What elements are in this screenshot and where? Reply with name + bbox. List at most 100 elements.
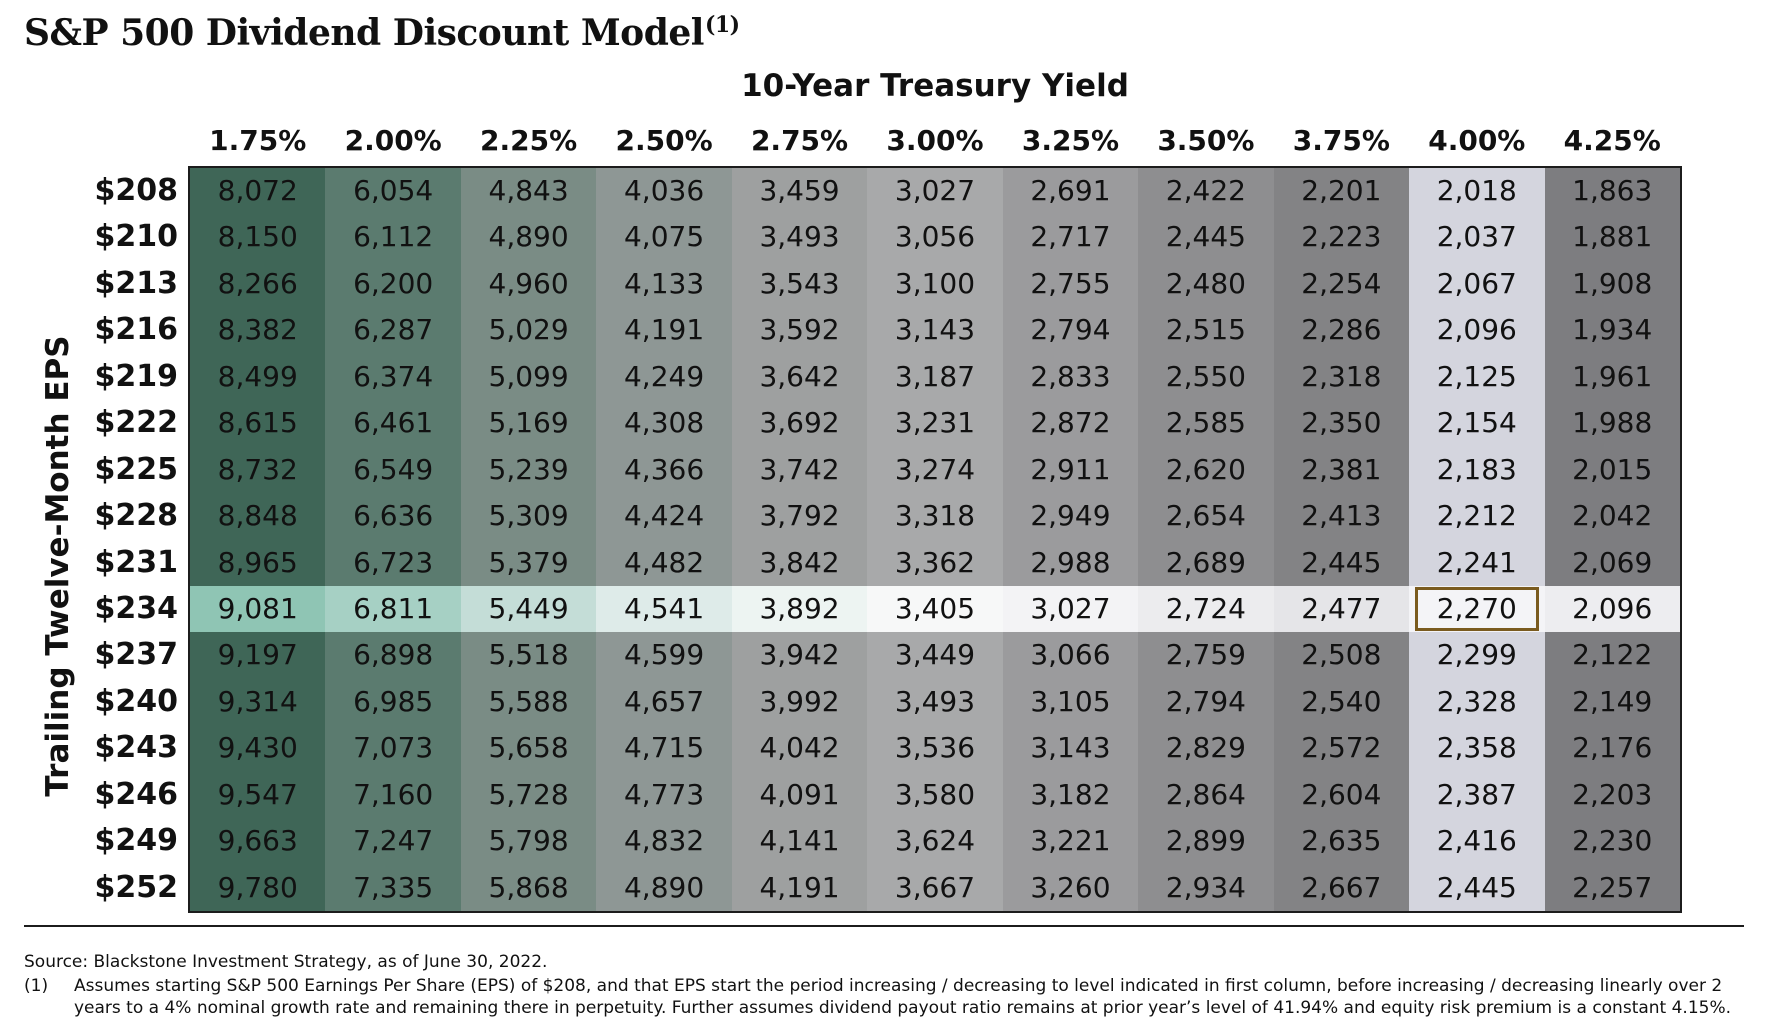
- table-cell: 2,154: [1409, 400, 1545, 447]
- table-cell: 2,724: [1138, 585, 1274, 633]
- table-cell: 2,069: [1544, 539, 1680, 586]
- table-cell: 5,588: [460, 678, 597, 726]
- table-cell: 3,536: [867, 725, 1003, 772]
- table-cell: 1,961: [1544, 353, 1680, 401]
- table-cell: 7,335: [325, 864, 461, 911]
- page-title: S&P 500 Dividend Discount Model(1): [24, 12, 740, 54]
- table-cell: 2,794: [1138, 678, 1274, 726]
- table-cell: 3,892: [731, 585, 868, 633]
- table-cell: 2,149: [1544, 678, 1680, 726]
- column-header: 2.00%: [344, 124, 442, 157]
- table-cell: 3,742: [731, 446, 868, 494]
- footnote-marker: (1): [24, 976, 49, 996]
- row-header: $210: [94, 219, 179, 255]
- table-cell: 3,027: [867, 168, 1003, 215]
- table-cell: 3,449: [867, 632, 1003, 679]
- column-header: 3.75%: [1292, 124, 1390, 157]
- table-cell: 8,150: [190, 214, 326, 261]
- table-cell: 2,381: [1273, 446, 1410, 494]
- table-cell: 3,842: [731, 539, 868, 586]
- table-cell: 2,445: [1409, 864, 1545, 911]
- table-cell: 8,072: [190, 168, 326, 215]
- table-cell: 6,461: [325, 400, 461, 447]
- table-cell: 2,988: [1002, 539, 1139, 586]
- row-header: $249: [94, 823, 179, 859]
- table-cell: 2,037: [1409, 214, 1545, 261]
- table-cell: 2,872: [1002, 400, 1139, 447]
- table-cell: 1,908: [1544, 260, 1680, 308]
- row-header: $219: [94, 358, 179, 394]
- table-cell: 2,445: [1138, 214, 1274, 261]
- column-header: 1.75%: [209, 124, 307, 157]
- table-cell: 3,221: [1002, 818, 1139, 865]
- table-cell: 3,405: [867, 585, 1003, 633]
- table-cell: 5,099: [460, 353, 597, 401]
- table-cell: 2,254: [1273, 260, 1410, 308]
- row-headers: $208 $210 $213 $216 $219 $222 $225 $228 $231 $234…: [70, 168, 182, 911]
- table-cell: 2,203: [1544, 771, 1680, 819]
- table-cell: 5,868: [460, 864, 597, 911]
- table-cell: 6,811: [325, 585, 461, 633]
- table-cell: 2,067: [1409, 260, 1545, 308]
- column-header: 4.00%: [1428, 124, 1526, 157]
- table-cell: 1,863: [1544, 168, 1680, 215]
- table-cell: 9,780: [190, 864, 326, 911]
- table-cell: 2,183: [1409, 446, 1545, 494]
- table-cell: 3,493: [867, 678, 1003, 726]
- table-cell: 2,477: [1273, 585, 1410, 633]
- table-cell: 2,445: [1273, 539, 1410, 586]
- table-cell: 4,657: [596, 678, 732, 726]
- table-cell: 4,308: [596, 400, 732, 447]
- table-cell: 2,122: [1544, 632, 1680, 679]
- table-cell: 4,091: [731, 771, 868, 819]
- table-cell: 3,459: [731, 168, 868, 215]
- table-cell: 9,197: [190, 632, 326, 679]
- table-cell: 6,636: [325, 493, 461, 540]
- row-header: $208: [94, 173, 179, 208]
- table-cell: 3,362: [867, 539, 1003, 586]
- table-cell: 4,541: [596, 585, 732, 633]
- table-cell: 4,482: [596, 539, 732, 586]
- table-cell: 8,732: [190, 446, 326, 494]
- table-cell: 5,309: [460, 493, 597, 540]
- table-cell: 3,274: [867, 446, 1003, 494]
- table-cell: 8,615: [190, 400, 326, 447]
- column-header: 2.75%: [750, 124, 849, 157]
- table-cell: 4,715: [596, 725, 732, 772]
- table-cell: 2,042: [1544, 493, 1680, 540]
- table-cell: 4,036: [596, 168, 732, 215]
- table-cell: 2,416: [1409, 818, 1545, 865]
- table-cell: 2,794: [1002, 307, 1139, 354]
- table-cell: 2,223: [1273, 214, 1410, 261]
- table-cell: 3,642: [731, 353, 868, 401]
- table-cell: 6,112: [325, 214, 461, 261]
- table-cell: 3,667: [867, 864, 1003, 911]
- table-cell: 2,328: [1409, 678, 1545, 726]
- row-header: $240: [94, 683, 179, 719]
- table-cell: 3,493: [731, 214, 868, 261]
- table-cell: 2,829: [1138, 725, 1274, 772]
- row-header: $228: [94, 498, 179, 534]
- table-cell: 3,543: [731, 260, 868, 308]
- table-cell: 2,620: [1138, 446, 1274, 494]
- table-cell: 4,832: [596, 818, 732, 865]
- table-cell: 5,029: [460, 307, 597, 354]
- row-header: $213: [94, 265, 179, 301]
- table-cell: 4,191: [596, 307, 732, 354]
- table-cell: 2,257: [1544, 864, 1680, 911]
- table-cell: 2,654: [1138, 493, 1274, 540]
- table-cell: 3,624: [867, 818, 1003, 865]
- row-header: $222: [94, 405, 179, 441]
- table-cell: 2,096: [1544, 585, 1680, 633]
- table-cell: 2,350: [1273, 400, 1410, 447]
- row-header: $246: [94, 776, 179, 812]
- table-cell: 2,096: [1409, 307, 1545, 354]
- table-cell: 2,358: [1409, 725, 1545, 772]
- footnote-text: Assumes starting S&P 500 Earnings Per Sh…: [74, 976, 1732, 1018]
- table-cell: 4,773: [596, 771, 732, 819]
- table-cell: 2,759: [1138, 632, 1274, 679]
- table-cell: 2,125: [1409, 353, 1545, 401]
- table-cell: 2,833: [1002, 353, 1139, 401]
- row-header: $237: [94, 637, 179, 673]
- page-title-text: S&P 500 Dividend Discount Model: [24, 12, 704, 54]
